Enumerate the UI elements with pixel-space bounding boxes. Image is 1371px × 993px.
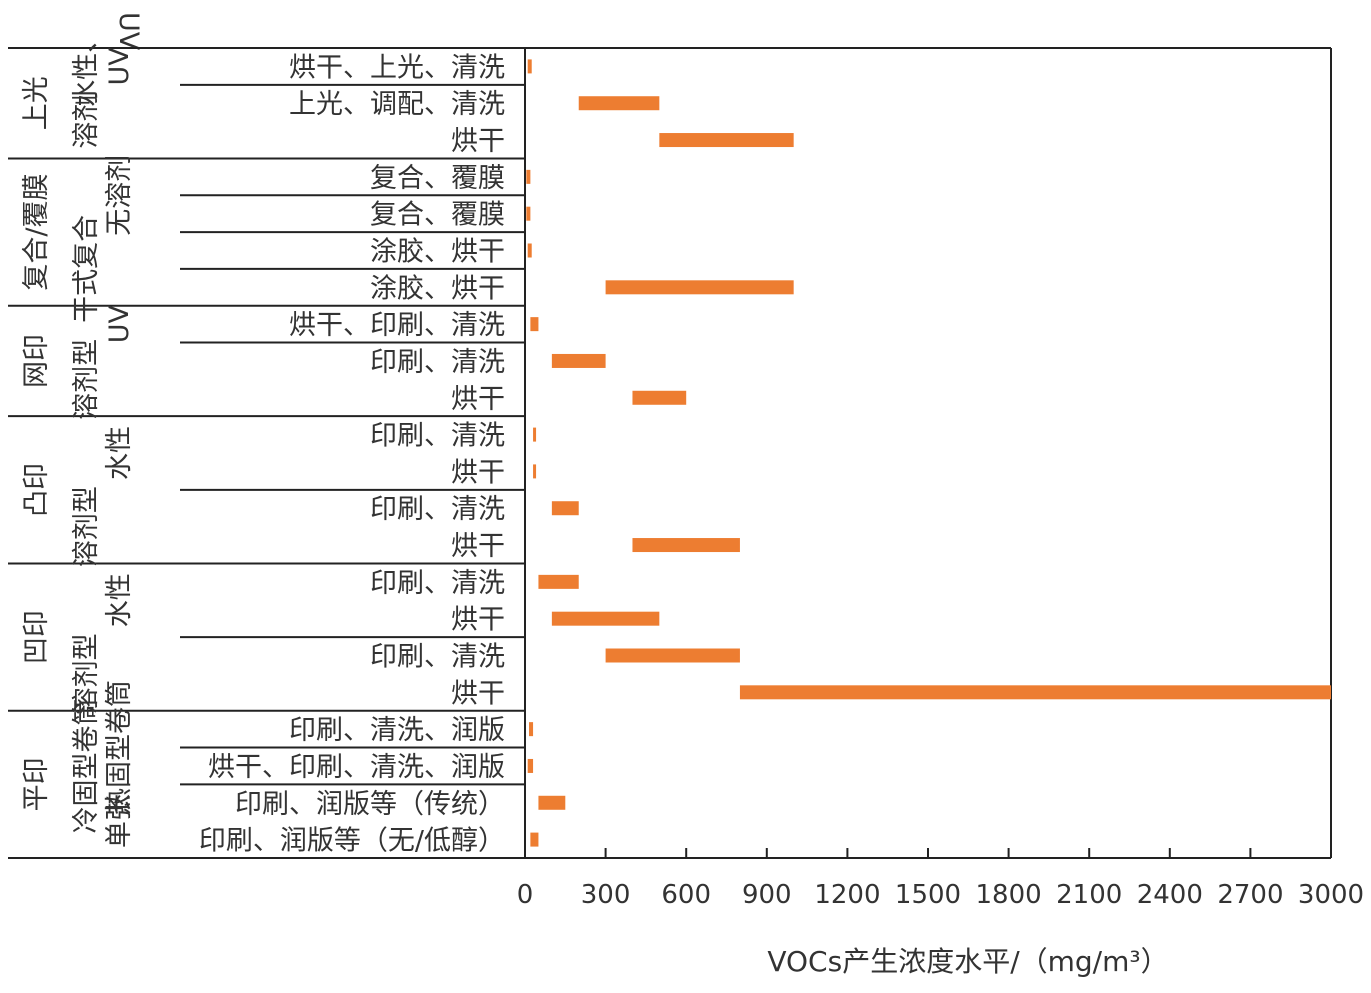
subgroup-label: 溶剂型 (71, 633, 102, 714)
subgroup-label: 溶剂型 (71, 486, 102, 567)
bar (527, 758, 534, 773)
group-label: 上光 (21, 76, 52, 130)
category-label: 上光、调配、清洗 (289, 89, 505, 120)
bar (632, 538, 740, 553)
subgroup-label: 热固型卷筒 (104, 680, 135, 815)
group-label: 平印 (21, 757, 52, 811)
bar (551, 353, 606, 368)
x-tick-label: 300 (581, 880, 631, 910)
category-label: 烘干 (451, 531, 505, 562)
category-label: 烘干 (451, 605, 505, 636)
subgroup-label: 溶剂 (71, 95, 102, 149)
bar (526, 206, 531, 221)
x-tick-label: 1500 (895, 880, 961, 910)
x-tick-label: 600 (661, 880, 711, 910)
category-label: 烘干 (451, 384, 505, 415)
bar (632, 390, 687, 405)
bar (526, 169, 531, 184)
category-label: 印刷、清洗、润版 (289, 715, 505, 746)
bar (659, 133, 794, 148)
category-label: 印刷、润版等（传统） (235, 789, 505, 820)
category-label: 复合、覆膜 (370, 200, 505, 231)
category-label: 烘干、印刷、清洗、润版 (208, 752, 505, 783)
x-tick-label: 2700 (1217, 880, 1283, 910)
subgroup-label: UV (104, 47, 135, 86)
x-tick-label: 0 (517, 880, 534, 910)
category-label: 涂胶、烘干 (370, 237, 505, 268)
bar (538, 574, 579, 589)
subgroup-label: 水性 (104, 573, 135, 627)
subgroup-label: 冷固型卷筒 (71, 698, 102, 833)
x-tick-label: 1800 (976, 880, 1042, 910)
x-tick-label: 2100 (1056, 880, 1122, 910)
x-tick-label: 900 (742, 880, 792, 910)
category-label: 烘干、印刷、清洗 (289, 310, 505, 341)
chart-frame (8, 47, 1332, 859)
x-tick-label: 2400 (1137, 880, 1203, 910)
bar (551, 611, 660, 626)
bar (529, 722, 534, 737)
bars (526, 59, 1331, 847)
bar (551, 501, 579, 516)
category-label: 印刷、清洗 (370, 347, 505, 378)
category-label: 烘干 (451, 457, 505, 488)
subgroup-label: UV (104, 304, 135, 343)
bar (530, 832, 539, 847)
x-axis-label: VOCs产生浓度水平/（mg/m³） (767, 945, 1168, 978)
bar (605, 648, 740, 663)
subgroup-label: 单张 (104, 794, 135, 848)
group-label: 凸印 (21, 463, 52, 517)
category-labels: 烘干、上光、清洗上光、调配、清洗烘干复合、覆膜复合、覆膜涂胶、烘干涂胶、烘干烘干… (199, 52, 505, 856)
category-label: 烘干、上光、清洗 (289, 52, 505, 83)
x-tick-label: 1200 (814, 880, 880, 910)
subgroup-label: 无溶剂 (104, 155, 135, 236)
bar (538, 795, 566, 810)
bar (530, 317, 539, 332)
bar (578, 96, 660, 111)
category-label: 印刷、清洗 (370, 642, 505, 673)
subgroup-label: 干式复合 (71, 215, 102, 323)
subgroup-label: 水性、 (71, 26, 102, 107)
x-axis: 0 300 600 900 1200 1500 1800 2100 2400 2700 3000 (517, 848, 1364, 910)
subgroup-label: 溶剂型 (71, 339, 102, 420)
bar (533, 464, 537, 479)
bar (533, 427, 537, 442)
group-label: 网印 (21, 334, 52, 388)
category-label: 烘干 (451, 678, 505, 709)
subgroup-label: 水性 (104, 426, 135, 480)
group-label: 凹印 (21, 610, 52, 664)
x-tick-label: 3000 (1298, 880, 1364, 910)
category-label: 印刷、清洗 (370, 494, 505, 525)
bar (739, 685, 1331, 700)
top-overflow-label: UV (113, 12, 144, 51)
group-label: 复合/覆膜 (21, 174, 52, 291)
category-label: 涂胶、烘干 (370, 273, 505, 304)
category-label: 印刷、润版等（无/低醇） (199, 826, 505, 857)
bar (605, 280, 794, 295)
category-label: 印刷、清洗 (370, 421, 505, 452)
bar (527, 243, 532, 258)
category-label: 复合、覆膜 (370, 163, 505, 194)
group-labels: 上光复合/覆膜网印凸印凹印平印溶剂UV水性、无溶剂干式复合UV溶剂型水性溶剂型水… (21, 26, 135, 848)
category-label: 烘干 (451, 126, 505, 157)
category-label: 印刷、清洗 (370, 568, 505, 599)
bar (527, 59, 532, 74)
